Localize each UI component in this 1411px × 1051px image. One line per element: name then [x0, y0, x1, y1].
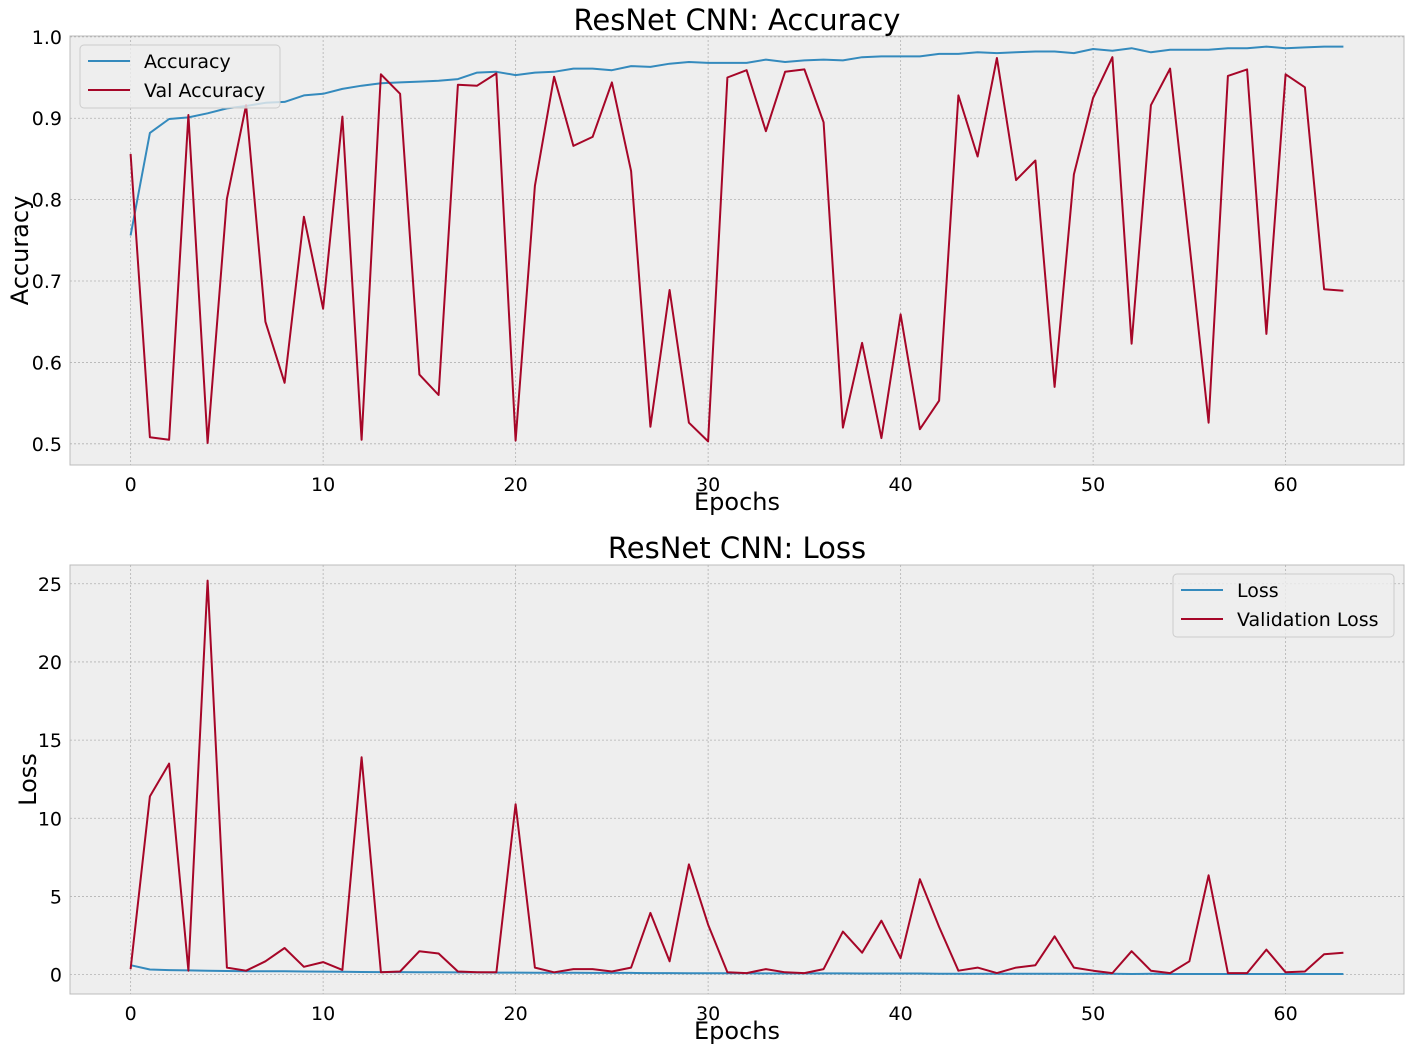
y-tick-label: 5	[50, 886, 62, 908]
y-tick-label: 25	[38, 574, 62, 596]
legend-label: Accuracy	[144, 51, 231, 73]
legend: Loss Validation Loss	[1172, 573, 1395, 638]
chart-title: ResNet CNN: Loss	[608, 531, 866, 565]
y-tick-label: 0.8	[32, 190, 62, 212]
y-tick-label: 0	[50, 965, 62, 987]
x-axis-label: Epochs	[694, 488, 780, 516]
series-line-2	[129, 579, 1344, 975]
x-tick-label: 30	[696, 1003, 720, 1025]
x-tick-label: 20	[504, 474, 528, 496]
y-tick-label: 0.5	[32, 434, 62, 456]
legend-label: Val Accuracy	[144, 80, 265, 102]
x-tick-label: 50	[1081, 474, 1105, 496]
x-tick-label: 0	[125, 1003, 137, 1025]
x-tick-label: 20	[504, 1003, 528, 1025]
legend: Accuracy Val Accuracy	[79, 44, 281, 109]
y-tick-label: 20	[38, 652, 62, 674]
y-tick-label: 0.9	[32, 108, 62, 130]
x-tick-label: 50	[1081, 1003, 1105, 1025]
y-tick-label: 1.0	[32, 27, 62, 49]
y-axis-label: Loss	[14, 753, 42, 806]
y-tick-label: 0.6	[32, 352, 62, 374]
y-tick-label: 0.7	[32, 271, 62, 293]
chart-title: ResNet CNN: Accuracy	[574, 3, 901, 37]
y-tick-label: 15	[38, 730, 62, 752]
x-tick-label: 10	[311, 1003, 335, 1025]
series-line-2	[129, 56, 1344, 444]
x-tick-label: 60	[1274, 474, 1298, 496]
x-tick-label: 0	[125, 474, 137, 496]
series-line-1	[129, 45, 1344, 236]
chart-panel-1: 0 10 20 30 40 50 60 0.5 0.6 0.7 0.8 0.9 1.0 ResNet CN…	[6, 3, 1405, 516]
legend-label: Validation Loss	[1237, 609, 1379, 631]
x-tick-label: 30	[696, 474, 720, 496]
x-tick-label: 60	[1274, 1003, 1298, 1025]
x-tick-label: 40	[889, 1003, 913, 1025]
x-tick-label: 10	[311, 474, 335, 496]
x-axis-label: Epochs	[694, 1017, 780, 1045]
chart-panel-2: 0 10 20 30 40 50 60 0 5 10 15 20 25 ResNet CNN: Loss E…	[14, 531, 1405, 1045]
legend-box	[1172, 573, 1395, 638]
y-tick-label: 10	[38, 808, 62, 830]
plot-area	[69, 35, 1405, 466]
legend-label: Loss	[1237, 580, 1279, 602]
y-axis-label: Accuracy	[6, 196, 34, 306]
x-tick-label: 40	[889, 474, 913, 496]
